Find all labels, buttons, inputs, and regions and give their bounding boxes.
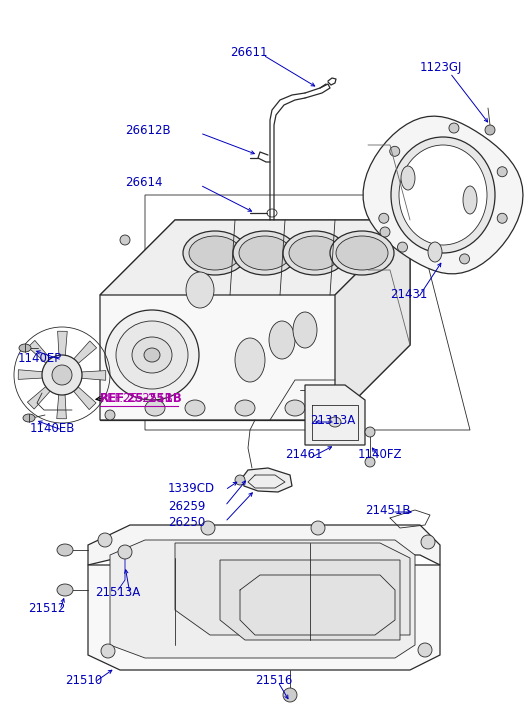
Text: REF.25-251B: REF.25-251B [100, 392, 183, 404]
Ellipse shape [42, 355, 82, 395]
Ellipse shape [497, 166, 507, 177]
Ellipse shape [233, 231, 297, 275]
Ellipse shape [105, 310, 199, 400]
Polygon shape [100, 220, 410, 295]
Text: 1140EB: 1140EB [30, 422, 76, 435]
Ellipse shape [293, 312, 317, 348]
Ellipse shape [283, 688, 297, 702]
Ellipse shape [52, 365, 72, 385]
Text: 21451B: 21451B [365, 504, 411, 516]
Text: 26612B: 26612B [125, 124, 171, 137]
Ellipse shape [185, 400, 205, 416]
Ellipse shape [463, 186, 477, 214]
Polygon shape [18, 370, 51, 379]
Ellipse shape [269, 321, 295, 359]
Ellipse shape [183, 231, 247, 275]
Ellipse shape [497, 213, 507, 223]
Ellipse shape [239, 236, 291, 270]
Ellipse shape [283, 231, 347, 275]
Ellipse shape [105, 410, 115, 420]
Text: 21516: 21516 [255, 673, 293, 686]
Ellipse shape [235, 475, 245, 485]
Ellipse shape [401, 166, 415, 190]
Ellipse shape [428, 242, 442, 262]
Polygon shape [88, 565, 440, 670]
Polygon shape [69, 382, 96, 409]
Ellipse shape [132, 337, 172, 373]
Ellipse shape [120, 235, 130, 245]
Polygon shape [305, 385, 365, 445]
Ellipse shape [421, 535, 435, 549]
Ellipse shape [311, 521, 325, 535]
Ellipse shape [330, 231, 394, 275]
Polygon shape [57, 387, 66, 419]
Ellipse shape [144, 348, 160, 362]
Ellipse shape [365, 427, 375, 437]
Polygon shape [28, 340, 55, 369]
Ellipse shape [397, 242, 408, 252]
Polygon shape [74, 371, 106, 380]
Text: 1140EP: 1140EP [18, 351, 62, 364]
Polygon shape [335, 220, 410, 420]
Ellipse shape [418, 643, 432, 657]
Ellipse shape [325, 410, 335, 420]
Text: 1123GJ: 1123GJ [420, 62, 462, 74]
Ellipse shape [390, 146, 400, 156]
Ellipse shape [336, 236, 388, 270]
Ellipse shape [186, 272, 214, 308]
Ellipse shape [235, 338, 265, 382]
Ellipse shape [380, 227, 390, 237]
Polygon shape [88, 525, 440, 565]
Ellipse shape [101, 644, 115, 658]
Ellipse shape [19, 344, 31, 352]
Polygon shape [220, 560, 400, 640]
Ellipse shape [449, 123, 459, 133]
Text: 21510: 21510 [65, 673, 102, 686]
Text: 1339CD: 1339CD [168, 481, 215, 494]
Text: 21313A: 21313A [310, 414, 355, 427]
Polygon shape [27, 382, 55, 409]
Ellipse shape [289, 236, 341, 270]
Ellipse shape [145, 400, 165, 416]
Text: REF.25-251B: REF.25-251B [100, 392, 174, 404]
Text: 26259: 26259 [168, 499, 205, 513]
Polygon shape [110, 540, 415, 658]
Ellipse shape [329, 417, 341, 427]
Text: 21512: 21512 [28, 601, 65, 614]
Polygon shape [242, 468, 292, 492]
Ellipse shape [485, 125, 495, 135]
Text: 21461: 21461 [285, 449, 322, 462]
Text: 21431: 21431 [390, 289, 427, 302]
Ellipse shape [460, 254, 470, 264]
Ellipse shape [235, 400, 255, 416]
Ellipse shape [379, 213, 389, 223]
Text: 26614: 26614 [125, 175, 162, 188]
Text: 26250: 26250 [168, 515, 205, 529]
Polygon shape [69, 341, 97, 369]
Polygon shape [363, 116, 523, 274]
Ellipse shape [189, 236, 241, 270]
Polygon shape [100, 220, 410, 420]
Text: 26611: 26611 [230, 46, 268, 58]
Ellipse shape [118, 545, 132, 559]
Ellipse shape [116, 321, 188, 389]
Ellipse shape [23, 414, 35, 422]
Ellipse shape [399, 145, 487, 245]
Ellipse shape [391, 137, 495, 253]
Text: 1140FZ: 1140FZ [358, 449, 403, 462]
Ellipse shape [98, 533, 112, 547]
Polygon shape [57, 332, 67, 364]
Text: 21513A: 21513A [95, 585, 140, 598]
Ellipse shape [365, 457, 375, 467]
Ellipse shape [57, 544, 73, 556]
Ellipse shape [57, 584, 73, 596]
Ellipse shape [201, 521, 215, 535]
Ellipse shape [285, 400, 305, 416]
Polygon shape [175, 543, 410, 635]
